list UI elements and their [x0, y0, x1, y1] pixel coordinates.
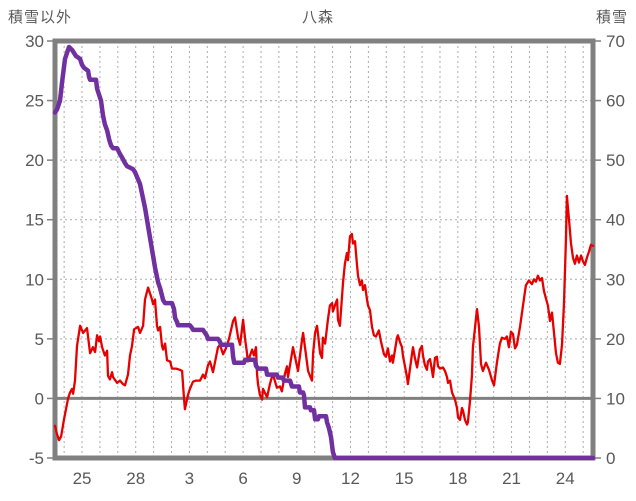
svg-text:5: 5 [35, 330, 44, 349]
svg-text:28: 28 [126, 469, 145, 488]
svg-text:20: 20 [25, 151, 44, 170]
temperature-line [53, 194, 595, 442]
plot-border [52, 38, 596, 461]
svg-text:25: 25 [25, 92, 44, 111]
x-tick-labels: 25 28 3 6 9 12 15 18 21 24 [73, 469, 575, 488]
svg-text:60: 60 [606, 92, 625, 111]
svg-text:-5: -5 [29, 449, 44, 468]
svg-text:30: 30 [25, 32, 44, 51]
svg-text:9: 9 [292, 469, 301, 488]
right-tick-labels: 0 10 20 30 40 50 60 70 [606, 32, 625, 468]
svg-text:15: 15 [395, 469, 414, 488]
svg-text:10: 10 [25, 270, 44, 289]
svg-text:40: 40 [606, 211, 625, 230]
svg-text:20: 20 [606, 330, 625, 349]
svg-text:0: 0 [35, 389, 44, 408]
snow-depth-line [52, 44, 596, 461]
axis-tick-marks [47, 40, 601, 459]
left-tick-labels: -5 0 5 10 15 20 25 30 [25, 32, 44, 468]
chart-title: 八森 [301, 9, 334, 26]
svg-text:0: 0 [606, 449, 615, 468]
svg-text:70: 70 [606, 32, 625, 51]
svg-text:30: 30 [606, 270, 625, 289]
left-axis-title: 積雪以外 [8, 9, 73, 26]
svg-text:12: 12 [341, 469, 360, 488]
svg-text:15: 15 [25, 211, 44, 230]
svg-text:24: 24 [556, 469, 575, 488]
svg-text:10: 10 [606, 389, 625, 408]
svg-text:50: 50 [606, 151, 625, 170]
svg-text:18: 18 [448, 469, 467, 488]
right-axis-title: 積雪 [595, 9, 628, 26]
svg-text:21: 21 [502, 469, 521, 488]
vertical-gridlines [63, 41, 584, 458]
svg-text:3: 3 [185, 469, 194, 488]
svg-text:6: 6 [238, 469, 247, 488]
svg-text:25: 25 [73, 469, 92, 488]
